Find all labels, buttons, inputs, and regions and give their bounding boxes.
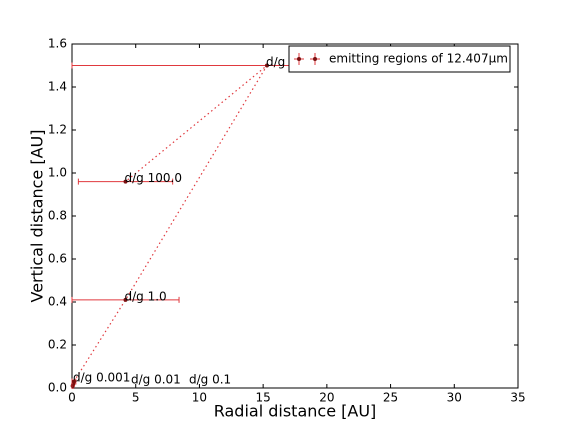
x-tick-label: 15 bbox=[256, 391, 271, 405]
point-label: d/g bbox=[266, 55, 285, 69]
x-tick-label: 20 bbox=[319, 391, 334, 405]
legend: emitting regions of 12.407μm bbox=[288, 45, 511, 73]
data-point bbox=[71, 379, 76, 384]
connecting-line bbox=[72, 65, 268, 387]
x-tick-label: 0 bbox=[68, 391, 76, 405]
legend-marker bbox=[313, 57, 317, 61]
data-point bbox=[123, 179, 128, 184]
x-tick-label: 30 bbox=[447, 391, 462, 405]
legend-label: emitting regions of 12.407μm bbox=[329, 52, 508, 66]
x-tick-label: 35 bbox=[510, 391, 525, 405]
y-tick-label: 1.4 bbox=[48, 80, 67, 94]
y-tick-label: 0.4 bbox=[48, 295, 67, 309]
y-tick-label: 1.2 bbox=[48, 123, 67, 137]
x-tick-label: 5 bbox=[132, 391, 140, 405]
point-label: d/g 0.01 bbox=[131, 373, 181, 387]
point-label: d/g 0.001 bbox=[73, 371, 130, 385]
legend-marker bbox=[297, 57, 301, 61]
data-point bbox=[123, 297, 128, 302]
legend-box bbox=[288, 45, 511, 73]
x-axis-label: Radial distance [AU] bbox=[214, 402, 377, 421]
y-axis-label: Vertical distance [AU] bbox=[28, 130, 47, 303]
x-tick-label: 10 bbox=[192, 391, 207, 405]
y-tick-label: 0.8 bbox=[48, 209, 67, 223]
x-tick-label: 25 bbox=[383, 391, 398, 405]
plot-frame bbox=[71, 43, 519, 389]
y-tick-label: 0.6 bbox=[48, 252, 67, 266]
point-label: d/g 1.0 bbox=[125, 289, 167, 303]
y-tick-label: 0.2 bbox=[48, 338, 67, 352]
y-tick-label: 1.0 bbox=[48, 166, 67, 180]
point-label: d/g 100.0 bbox=[125, 171, 182, 185]
point-label: d/g 0.1 bbox=[189, 373, 231, 387]
y-tick-label: 1.6 bbox=[48, 37, 67, 51]
data-point bbox=[264, 63, 269, 68]
y-tick-label: 0.0 bbox=[48, 381, 67, 395]
